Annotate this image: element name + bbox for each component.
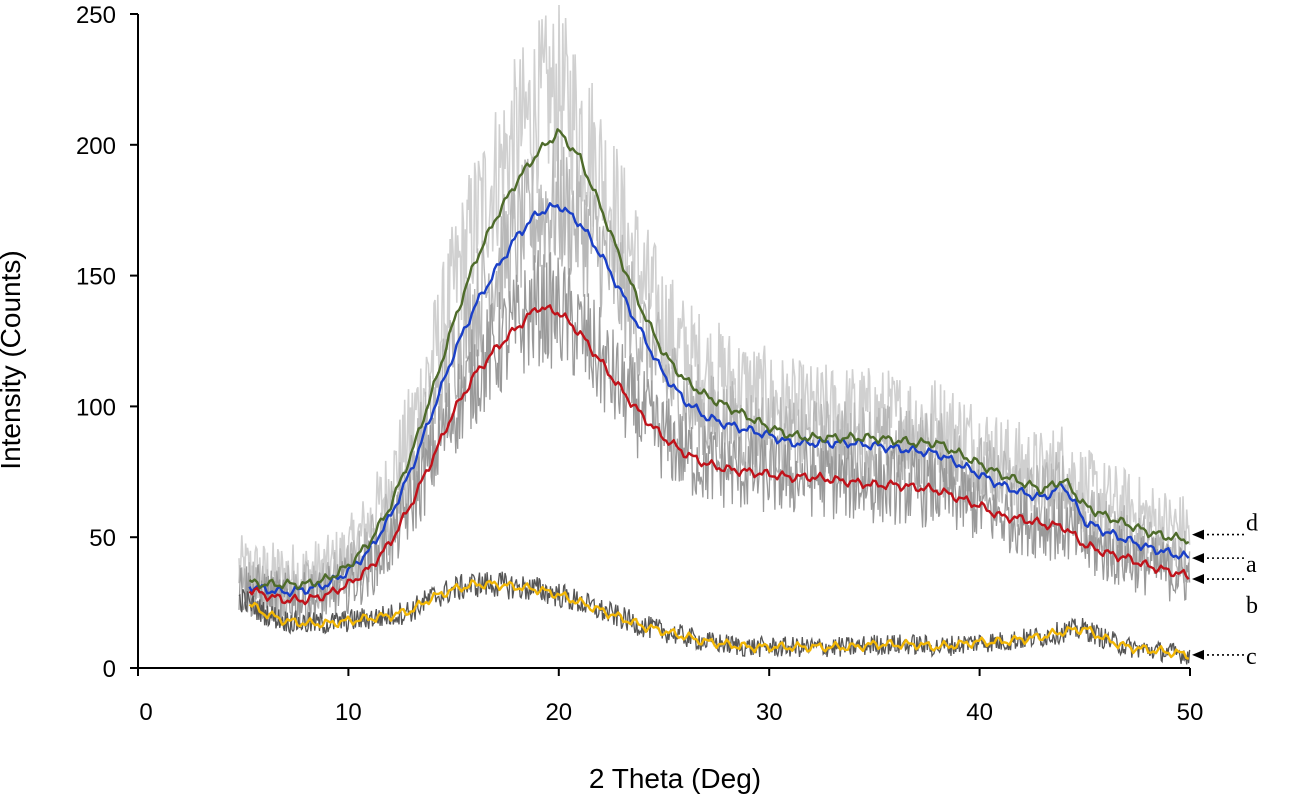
series-line-a xyxy=(248,202,1190,598)
series-line-d xyxy=(248,128,1190,591)
arrow-c-head xyxy=(1192,649,1204,660)
series-line-b xyxy=(248,304,1190,606)
y-tick-label: 50 xyxy=(89,525,116,552)
raw-scan-c xyxy=(238,571,1191,665)
x-axis-title: 2 Theta (Deg) xyxy=(589,763,761,794)
x-tick-label: 0 xyxy=(139,699,152,726)
series-line-c xyxy=(248,579,1190,661)
x-tick-label: 50 xyxy=(1177,699,1204,726)
raw-scan-a xyxy=(238,136,1191,621)
arrow-b-head xyxy=(1192,574,1204,585)
series-layer xyxy=(248,128,1190,661)
x-tick-label: 30 xyxy=(756,699,783,726)
x-tick-label: 40 xyxy=(966,699,993,726)
raw-scan-b xyxy=(238,250,1191,628)
y-tick-label: 0 xyxy=(103,656,116,683)
series-label-c: c xyxy=(1246,644,1257,670)
x-tick-label: 20 xyxy=(545,699,572,726)
series-label-a: a xyxy=(1246,552,1257,578)
arrow-a-head xyxy=(1192,553,1204,564)
y-tick-label: 200 xyxy=(76,133,116,160)
y-axis-title: Intensity (Counts) xyxy=(0,250,26,469)
series-label-b: b xyxy=(1246,593,1258,619)
axes xyxy=(137,14,1190,669)
ticks: 0 10 20 30 40 50 0 50 100 150 200 250 xyxy=(76,2,1203,726)
y-tick-label: 150 xyxy=(76,264,116,291)
series-label-d: d xyxy=(1246,511,1258,537)
raw-scan-d xyxy=(238,4,1191,607)
y-tick-label: 250 xyxy=(76,2,116,29)
x-tick-label: 10 xyxy=(335,699,362,726)
raw-data-layer xyxy=(238,4,1191,665)
arrow-d-head xyxy=(1192,529,1204,540)
y-tick-label: 100 xyxy=(76,394,116,421)
